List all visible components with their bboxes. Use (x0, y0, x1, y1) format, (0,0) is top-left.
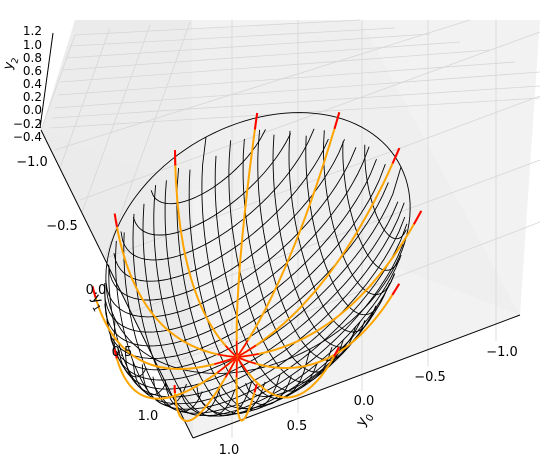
trajectory-end-8 (236, 356, 249, 373)
trajectory-11 (113, 349, 238, 400)
trajectory-end-10 (224, 356, 238, 378)
y-tick-label-3: 0.5 (112, 345, 133, 360)
x-tick-label-4: −1.0 (486, 345, 518, 360)
gridline-15 (69, 27, 396, 47)
gridline-14 (74, 19, 361, 36)
trajectory-9 (235, 356, 258, 422)
mesh-line-x-21-0 (104, 282, 147, 378)
trajectory-end-7 (236, 356, 257, 365)
gridline-10 (40, 34, 76, 131)
trajectory-start-0 (91, 286, 97, 298)
z-axis-line (39, 32, 54, 129)
mesh-line-x-16-0 (142, 203, 236, 417)
trajectory-start-9 (253, 384, 258, 393)
y-tick-label-0: −1.0 (16, 155, 48, 170)
mesh-line-y-19-0 (120, 128, 315, 261)
x-tick-label-2: 0.0 (354, 394, 375, 409)
z-axis-label-sub: 2 (10, 57, 21, 65)
trajectory-0 (91, 286, 238, 371)
mesh-line-y-21-0 (150, 129, 266, 205)
z-tick-label-6: 0.0 (23, 103, 42, 117)
trajectory-1 (113, 213, 238, 358)
trajectory-start-5 (391, 147, 401, 164)
mesh-line-x-14-0 (164, 180, 266, 414)
mesh-line-y-17-0 (108, 139, 345, 301)
trajectory-end-6 (236, 353, 259, 358)
gridline-18 (59, 49, 491, 83)
trajectory-end-1 (217, 353, 238, 358)
trajectory-8 (236, 346, 340, 399)
x-axis-label: y0 (353, 409, 377, 431)
z-tick-label-7: −0.2 (13, 117, 42, 131)
trajectory-start-4 (333, 112, 341, 130)
mesh-line-x-12-0 (188, 169, 292, 406)
trajectory-start-3 (253, 112, 259, 130)
trajectory-start-6 (413, 210, 423, 225)
gridline-13 (104, 21, 191, 259)
trajectory-end-11 (216, 356, 238, 374)
gridline-12 (81, 24, 151, 213)
gridline-16 (65, 33, 431, 59)
y-tick-label-2: 0.0 (86, 283, 107, 298)
y-tick-label-1: −0.5 (46, 219, 78, 234)
mesh-line-y-18-0 (113, 138, 329, 282)
gridline-9 (54, 19, 471, 151)
mesh-line-y-12-0 (109, 182, 389, 371)
trajectory-start-11 (113, 349, 118, 359)
trajectory-10 (173, 356, 238, 423)
trajectory-2 (174, 150, 238, 358)
z-tick-label-4: 0.4 (23, 77, 42, 91)
z-tick-label-8: −0.4 (13, 130, 42, 144)
gridline-17 (62, 41, 461, 71)
trajectory-start-8 (333, 346, 340, 357)
y-tick-label-4: 1.0 (138, 409, 159, 424)
z-tick-label-5: 0.2 (23, 90, 42, 104)
x-tick-label-0: 1.0 (219, 443, 240, 458)
trajectory-start-7 (391, 283, 401, 296)
x-axis-label-sub: 0 (364, 413, 377, 424)
gridline-20 (54, 71, 541, 109)
trajectory-end-2 (225, 345, 238, 358)
x-tick-label-3: −0.5 (414, 370, 446, 385)
mesh-line-y-13-0 (105, 164, 386, 359)
x-tick-label-1: 0.5 (287, 419, 308, 434)
mesh-line-y-15-0 (104, 146, 370, 333)
mesh-line-y-20-0 (132, 133, 291, 236)
mesh-line-y-16-0 (105, 147, 357, 318)
mesh-line-x-17-0 (132, 213, 221, 416)
trajectory-5 (236, 147, 401, 358)
trajectory-end-4 (236, 340, 249, 358)
z-tick-label-3: 0.6 (23, 64, 42, 78)
z-tick-label-1: 1.0 (23, 38, 42, 52)
mesh-line-x-13-0 (176, 167, 281, 411)
gridline-11 (59, 27, 111, 169)
trajectory-end-5 (236, 344, 257, 358)
axis-ticks: 1.00.50.0−0.5−1.0−1.0−0.50.00.51.01.21.0… (13, 24, 518, 458)
z-tick-label-2: 0.8 (23, 51, 42, 65)
trajectory-6 (236, 210, 423, 358)
trajectory-start-1 (113, 213, 118, 228)
trajectory-3 (235, 112, 259, 358)
z-axis-label-base: y (1, 60, 18, 72)
trajectory-end-0 (214, 356, 238, 365)
gridline-21 (51, 85, 541, 119)
trajectory-curves (91, 112, 423, 423)
gridline-19 (57, 61, 516, 96)
y-axis-label-sub: 1 (89, 303, 102, 314)
z-tick-label-0: 1.2 (23, 24, 42, 38)
mesh-line-x-18-0 (123, 232, 203, 412)
mesh-line-x-15-0 (153, 185, 253, 417)
mesh-line-x-20-0 (108, 265, 167, 396)
trajectory-4 (236, 112, 341, 358)
z-axis-label: y2 (1, 55, 22, 73)
gridline-8 (79, 31, 541, 201)
mesh-rim (105, 112, 411, 374)
x-axis-line (192, 314, 521, 439)
trajectory-7 (236, 283, 401, 369)
